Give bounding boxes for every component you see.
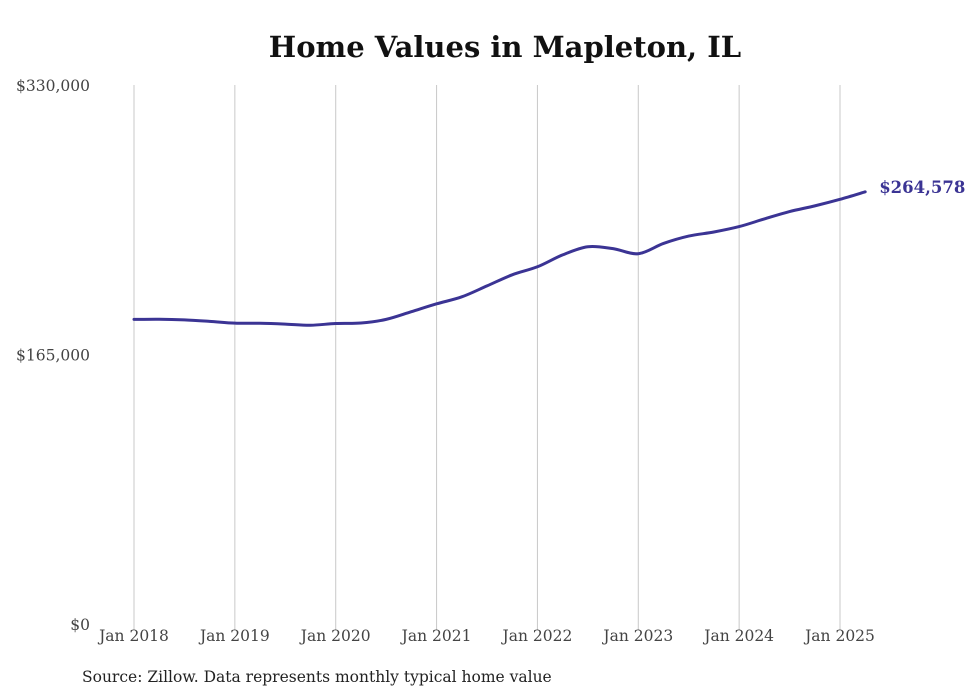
chart-title: Home Values in Mapleton, IL — [268, 30, 742, 64]
x-tick-label: Jan 2018 — [97, 627, 169, 645]
x-tick-label: Jan 2020 — [299, 627, 371, 645]
series-line — [132, 190, 867, 327]
x-tick-label: Jan 2025 — [803, 627, 875, 645]
x-tick-label: Jan 2024 — [702, 627, 774, 645]
y-axis-ticks: $0 $165,000 $330,000 — [16, 77, 90, 634]
x-tick-label: Jan 2022 — [501, 627, 573, 645]
end-value-labels: $264,578 — [879, 178, 965, 197]
end-value-label: $264,578 — [879, 178, 965, 197]
y-tick-label: $330,000 — [16, 77, 90, 95]
y-tick-label: $0 — [70, 616, 90, 634]
x-tick-label: Jan 2021 — [400, 627, 472, 645]
x-tick-label: Jan 2019 — [198, 627, 270, 645]
grid-lines — [133, 85, 841, 630]
source-note: Source: Zillow. Data represents monthly … — [82, 668, 552, 686]
series-layer — [132, 190, 867, 327]
x-tick-label: Jan 2023 — [601, 627, 673, 645]
x-axis-ticks: Jan 2018 Jan 2019 Jan 2020 Jan 2021 Jan 2022… — [97, 627, 875, 645]
y-tick-label: $165,000 — [16, 347, 90, 365]
